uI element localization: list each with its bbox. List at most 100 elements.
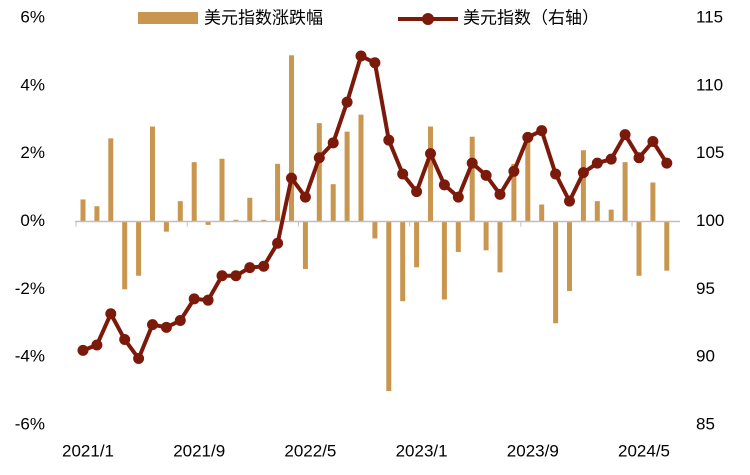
bar	[525, 140, 531, 222]
legend-swatch	[422, 13, 434, 25]
marker	[369, 57, 381, 69]
x-tick-label: 2021/9	[173, 441, 225, 460]
marker	[647, 135, 659, 147]
bar	[414, 221, 420, 268]
marker	[480, 169, 492, 181]
bar	[553, 221, 559, 324]
x-tick-label: 2024/5	[618, 441, 670, 460]
y-tick-label: -6%	[15, 414, 45, 433]
y2-tick-label: 100	[696, 211, 724, 230]
bar	[622, 162, 628, 222]
bar	[122, 221, 128, 290]
bar	[358, 114, 364, 222]
marker	[536, 125, 548, 137]
bar	[205, 221, 211, 225]
legend-label: 美元指数（右轴）	[463, 8, 599, 27]
y2-tick-label: 115	[696, 7, 723, 26]
bar	[650, 182, 656, 222]
bar	[469, 136, 475, 222]
marker	[313, 152, 325, 164]
bar	[386, 221, 392, 392]
y2-tick-label: 85	[696, 414, 715, 433]
bar	[163, 221, 169, 232]
x-tick-label: 2022/5	[284, 441, 336, 460]
bar	[455, 221, 461, 253]
bar	[539, 204, 545, 222]
x-tick-label: 2023/9	[507, 441, 559, 460]
marker	[633, 152, 645, 164]
line	[82, 53, 669, 361]
bar	[344, 131, 350, 222]
marker	[355, 50, 367, 62]
marker	[438, 179, 450, 191]
bar	[330, 184, 336, 222]
marker	[258, 260, 270, 272]
marker	[508, 165, 520, 177]
y-tick-label: 4%	[20, 75, 45, 94]
marker	[605, 153, 617, 165]
y-tick-label: 2%	[20, 143, 45, 162]
marker	[299, 191, 311, 203]
marker	[202, 294, 214, 306]
bar	[483, 221, 489, 251]
y-tick-label: -2%	[15, 279, 45, 298]
bar	[150, 126, 155, 222]
bar	[441, 221, 447, 300]
bar	[191, 162, 197, 222]
bar	[400, 221, 406, 302]
marker	[188, 293, 200, 305]
marker	[119, 334, 131, 346]
y2-tick-label: 105	[696, 143, 724, 162]
y2-tick-label: 90	[696, 347, 715, 366]
y2-tick-label: 110	[696, 75, 723, 94]
marker	[619, 129, 631, 141]
bar	[94, 206, 100, 222]
bar	[261, 219, 267, 222]
marker	[77, 344, 89, 356]
bar	[594, 201, 600, 222]
x-tick-label: 2021/1	[62, 441, 114, 460]
marker	[577, 167, 589, 179]
marker	[397, 168, 409, 180]
bar	[608, 209, 614, 222]
marker	[452, 191, 464, 203]
marker	[661, 157, 673, 169]
bar	[247, 197, 253, 222]
marker	[147, 319, 158, 331]
bar	[636, 221, 642, 276]
marker	[133, 353, 145, 365]
bar	[219, 158, 225, 222]
marker	[411, 186, 423, 198]
marker	[91, 339, 103, 351]
bar	[275, 163, 281, 222]
marker	[550, 168, 562, 180]
marker	[160, 321, 172, 333]
marker	[383, 134, 395, 146]
marker	[494, 188, 506, 200]
bar	[567, 221, 572, 292]
y-tick-label: 6%	[20, 7, 45, 26]
marker	[425, 148, 436, 160]
marker	[286, 172, 297, 184]
marker	[216, 270, 228, 282]
bar	[289, 55, 294, 222]
marker	[564, 195, 575, 207]
bar	[177, 201, 183, 222]
bar	[233, 219, 239, 222]
marker	[591, 157, 603, 169]
bar	[580, 150, 586, 222]
marker	[272, 237, 284, 249]
bar	[108, 138, 114, 222]
bar	[664, 221, 670, 271]
y-tick-label: 0%	[20, 211, 45, 230]
marker	[230, 270, 242, 282]
marker	[466, 157, 478, 169]
bar	[136, 221, 142, 276]
legend-swatch	[138, 12, 198, 24]
bar	[497, 221, 503, 273]
legend-label: 美元指数涨跌幅	[204, 8, 323, 27]
bar	[80, 199, 86, 222]
marker	[174, 315, 186, 327]
bar	[302, 221, 308, 269]
